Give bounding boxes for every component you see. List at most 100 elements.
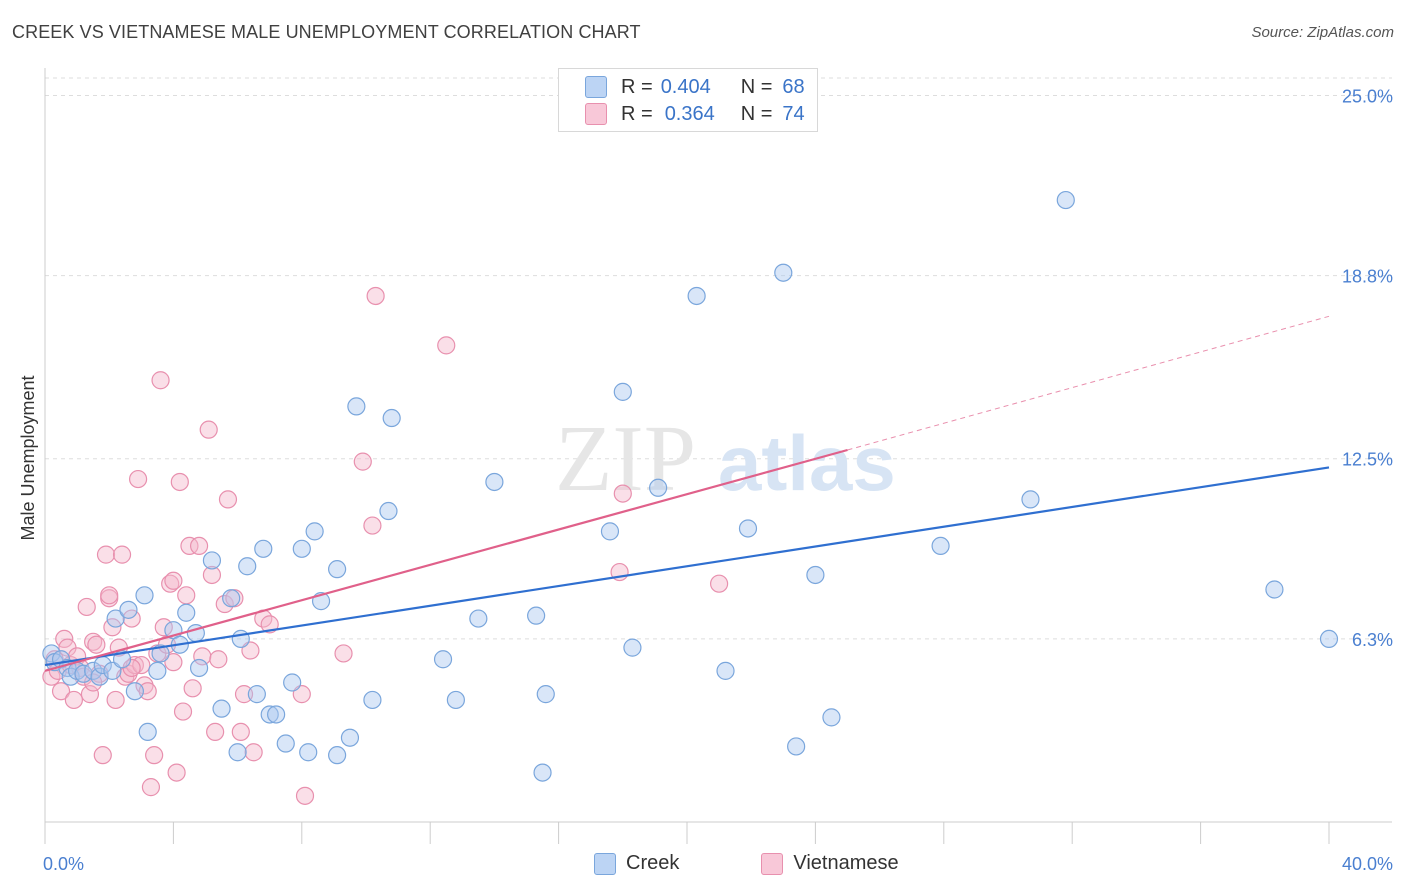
vietnamese-point bbox=[138, 682, 157, 701]
vietnamese-point bbox=[100, 586, 119, 605]
legend-r-value: 0.404 bbox=[660, 75, 711, 98]
vietnamese-point bbox=[84, 632, 103, 651]
creek-point bbox=[363, 690, 382, 710]
creek-point bbox=[822, 708, 841, 727]
y-tick-label: 18.8% bbox=[1342, 267, 1393, 287]
vietnamese-point bbox=[141, 778, 161, 797]
creek-point bbox=[527, 606, 546, 625]
vietnamese-point bbox=[161, 574, 180, 593]
vietnamese-point bbox=[183, 679, 202, 698]
vietnamese-swatch bbox=[585, 103, 607, 125]
vietnamese-point bbox=[77, 597, 96, 617]
creek-point bbox=[267, 705, 286, 724]
creek-point bbox=[613, 382, 632, 401]
creek-point bbox=[260, 705, 279, 724]
creek-point bbox=[469, 609, 488, 628]
creek-point bbox=[222, 589, 241, 608]
vietnamese-point bbox=[363, 516, 382, 535]
creek-point bbox=[283, 673, 302, 692]
vietnamese-point bbox=[51, 682, 71, 701]
vietnamese-point bbox=[292, 685, 311, 704]
vietnamese-point bbox=[709, 574, 729, 593]
creek-point bbox=[1265, 580, 1284, 599]
legend-r-label: R = bbox=[621, 102, 653, 125]
creek-point bbox=[238, 557, 257, 576]
source-label: Source: ZipAtlas.com bbox=[1251, 24, 1394, 41]
creek-point bbox=[1021, 490, 1040, 509]
bottom-legend-creek: Creek bbox=[594, 852, 679, 875]
creek-point bbox=[623, 638, 642, 657]
creek-point bbox=[189, 658, 209, 678]
creek-point bbox=[687, 286, 706, 306]
vietnamese-point bbox=[128, 469, 148, 489]
y-tick-label: 6.3% bbox=[1352, 630, 1393, 650]
creek-point bbox=[738, 519, 758, 538]
legend: R = 0.404 N = 68 R = 0.364 N = 74 bbox=[558, 68, 818, 132]
creek-point bbox=[212, 699, 231, 718]
creek-point bbox=[135, 586, 154, 605]
creek-point bbox=[177, 603, 196, 622]
chart-title: CREEK VS VIETNAMESE MALE UNEMPLOYMENT CO… bbox=[12, 22, 641, 42]
legend-row-vietnamese: R = 0.364 N = 74 bbox=[585, 102, 805, 126]
bottom-legend-creek-label: Creek bbox=[626, 852, 680, 874]
creek-trend-line bbox=[44, 466, 1330, 667]
vietnamese-point bbox=[96, 545, 116, 564]
creek-point bbox=[151, 644, 170, 663]
creek-point bbox=[138, 722, 157, 742]
vietnamese-point bbox=[199, 420, 218, 439]
vietnamese-point bbox=[241, 641, 260, 660]
creek-point bbox=[433, 650, 453, 669]
legend-n-value: 74 bbox=[782, 102, 805, 125]
creek-point bbox=[148, 661, 167, 680]
creek-point bbox=[379, 501, 398, 521]
trend-lines bbox=[44, 315, 1330, 672]
watermark-atlas: atlas bbox=[718, 419, 896, 507]
creek-point bbox=[340, 728, 360, 747]
vietnamese-point bbox=[80, 685, 100, 704]
creek-point bbox=[305, 522, 324, 541]
tick-labels: 6.3% 12.5% 18.8% 25.0% 0.0% 40.0% bbox=[43, 86, 1393, 874]
creek-point bbox=[931, 536, 950, 556]
vietnamese-point bbox=[231, 722, 250, 742]
vietnamese-point bbox=[366, 286, 385, 306]
creek-point bbox=[774, 263, 793, 282]
vietnamese-point bbox=[206, 722, 225, 742]
creek-point bbox=[103, 661, 122, 680]
watermark-zip: ZIP bbox=[555, 407, 696, 511]
vietnamese-point bbox=[244, 743, 263, 762]
vietnamese-point bbox=[295, 786, 315, 805]
x-tick-label: 0.0% bbox=[43, 854, 84, 874]
gridlines bbox=[45, 77, 1392, 640]
creek-point bbox=[328, 746, 347, 765]
creek-point bbox=[276, 734, 295, 753]
vietnamese-trend-extension bbox=[847, 315, 1330, 451]
creek-point bbox=[533, 763, 552, 782]
vietnamese-point bbox=[202, 565, 222, 585]
creek-point bbox=[328, 560, 347, 579]
legend-n-label: N = bbox=[740, 102, 773, 125]
creek-point bbox=[1319, 629, 1339, 649]
vietnamese-point bbox=[170, 472, 189, 492]
creek-point bbox=[299, 743, 318, 762]
creek-point bbox=[228, 743, 247, 762]
creek-point bbox=[292, 539, 311, 558]
legend-n-label: N = bbox=[740, 75, 773, 98]
bottom-legend: Creek Vietnamese bbox=[594, 852, 923, 875]
creek-point bbox=[536, 685, 555, 704]
creek-point bbox=[125, 682, 144, 701]
bottom-legend-vietnamese: Vietnamese bbox=[761, 852, 899, 875]
creek-point bbox=[202, 551, 222, 570]
creek-point bbox=[106, 609, 125, 628]
vietnamese-point bbox=[218, 490, 238, 509]
creek-point bbox=[254, 539, 273, 558]
creek-point bbox=[119, 600, 138, 619]
vietnamese-point bbox=[151, 371, 170, 390]
creek-point bbox=[382, 408, 401, 428]
creek-point bbox=[347, 397, 366, 416]
creek-point bbox=[600, 522, 620, 541]
vietnamese-point bbox=[177, 586, 196, 605]
axes bbox=[44, 68, 1392, 844]
y-axis-label: Male Unemployment bbox=[18, 375, 38, 540]
vietnamese-point bbox=[173, 702, 193, 721]
creek-swatch bbox=[585, 76, 607, 98]
